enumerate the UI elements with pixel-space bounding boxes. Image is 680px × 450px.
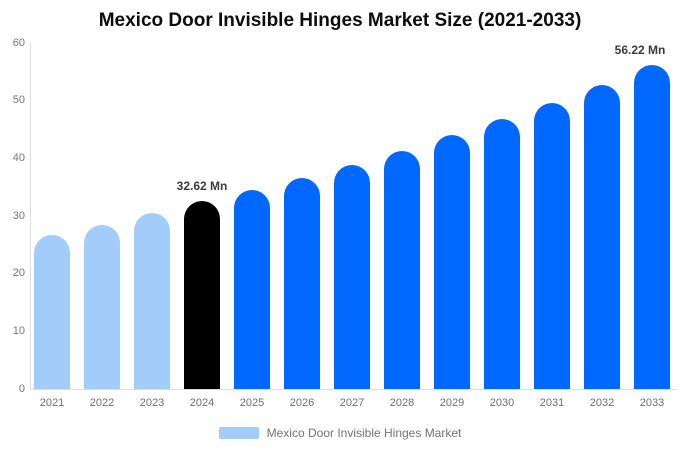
bar-2031[interactable] bbox=[534, 102, 570, 389]
y-tick-label: 60 bbox=[12, 36, 25, 49]
x-tick-label-2028: 2028 bbox=[389, 397, 415, 409]
bar-value-label-2033: 56.22 Mn bbox=[614, 42, 666, 57]
x-tick-label-2024: 2024 bbox=[189, 397, 215, 409]
legend-item[interactable]: Mexico Door Invisible Hinges Market bbox=[0, 426, 680, 440]
legend-label: Mexico Door Invisible Hinges Market bbox=[266, 426, 462, 440]
bar-2032[interactable] bbox=[584, 85, 620, 389]
y-tick-label: 40 bbox=[12, 151, 25, 164]
bar-2022[interactable] bbox=[84, 224, 120, 389]
x-tick-label-2030: 2030 bbox=[489, 397, 515, 409]
bar-2025[interactable] bbox=[234, 190, 270, 389]
x-tick-label-2033: 2033 bbox=[639, 397, 665, 409]
bar-2021[interactable] bbox=[34, 235, 70, 389]
bar-2028[interactable] bbox=[384, 150, 420, 389]
chart-title: Mexico Door Invisible Hinges Market Size… bbox=[98, 10, 582, 31]
x-axis-line bbox=[30, 389, 677, 390]
x-tick-label-2023: 2023 bbox=[139, 397, 165, 409]
y-tick-label: 50 bbox=[12, 94, 25, 107]
bar-2024[interactable] bbox=[184, 200, 220, 389]
x-tick-label-2026: 2026 bbox=[289, 397, 315, 409]
x-tick-label-2027: 2027 bbox=[339, 397, 365, 409]
y-tick-label: 20 bbox=[12, 267, 25, 280]
x-tick-label-2025: 2025 bbox=[239, 397, 265, 409]
x-tick-label-2032: 2032 bbox=[589, 397, 615, 409]
x-tick-label-2022: 2022 bbox=[89, 397, 115, 409]
bar-2030[interactable] bbox=[484, 119, 520, 389]
bar-2027[interactable] bbox=[334, 165, 370, 389]
bar-2026[interactable] bbox=[284, 177, 320, 389]
y-tick-label: 10 bbox=[12, 324, 25, 337]
bar-2029[interactable] bbox=[434, 135, 470, 389]
bar-value-label-2024: 32.62 Mn bbox=[176, 178, 228, 193]
bar-2023[interactable] bbox=[134, 213, 170, 389]
legend-swatch bbox=[218, 427, 259, 439]
y-tick-label: 30 bbox=[12, 209, 25, 222]
x-tick-label-2021: 2021 bbox=[39, 397, 65, 409]
bar-2033[interactable] bbox=[634, 64, 670, 389]
y-axis-line bbox=[30, 43, 31, 389]
y-tick-label: 0 bbox=[18, 382, 25, 395]
x-tick-label-2029: 2029 bbox=[439, 397, 465, 409]
x-tick-label-2031: 2031 bbox=[539, 397, 565, 409]
